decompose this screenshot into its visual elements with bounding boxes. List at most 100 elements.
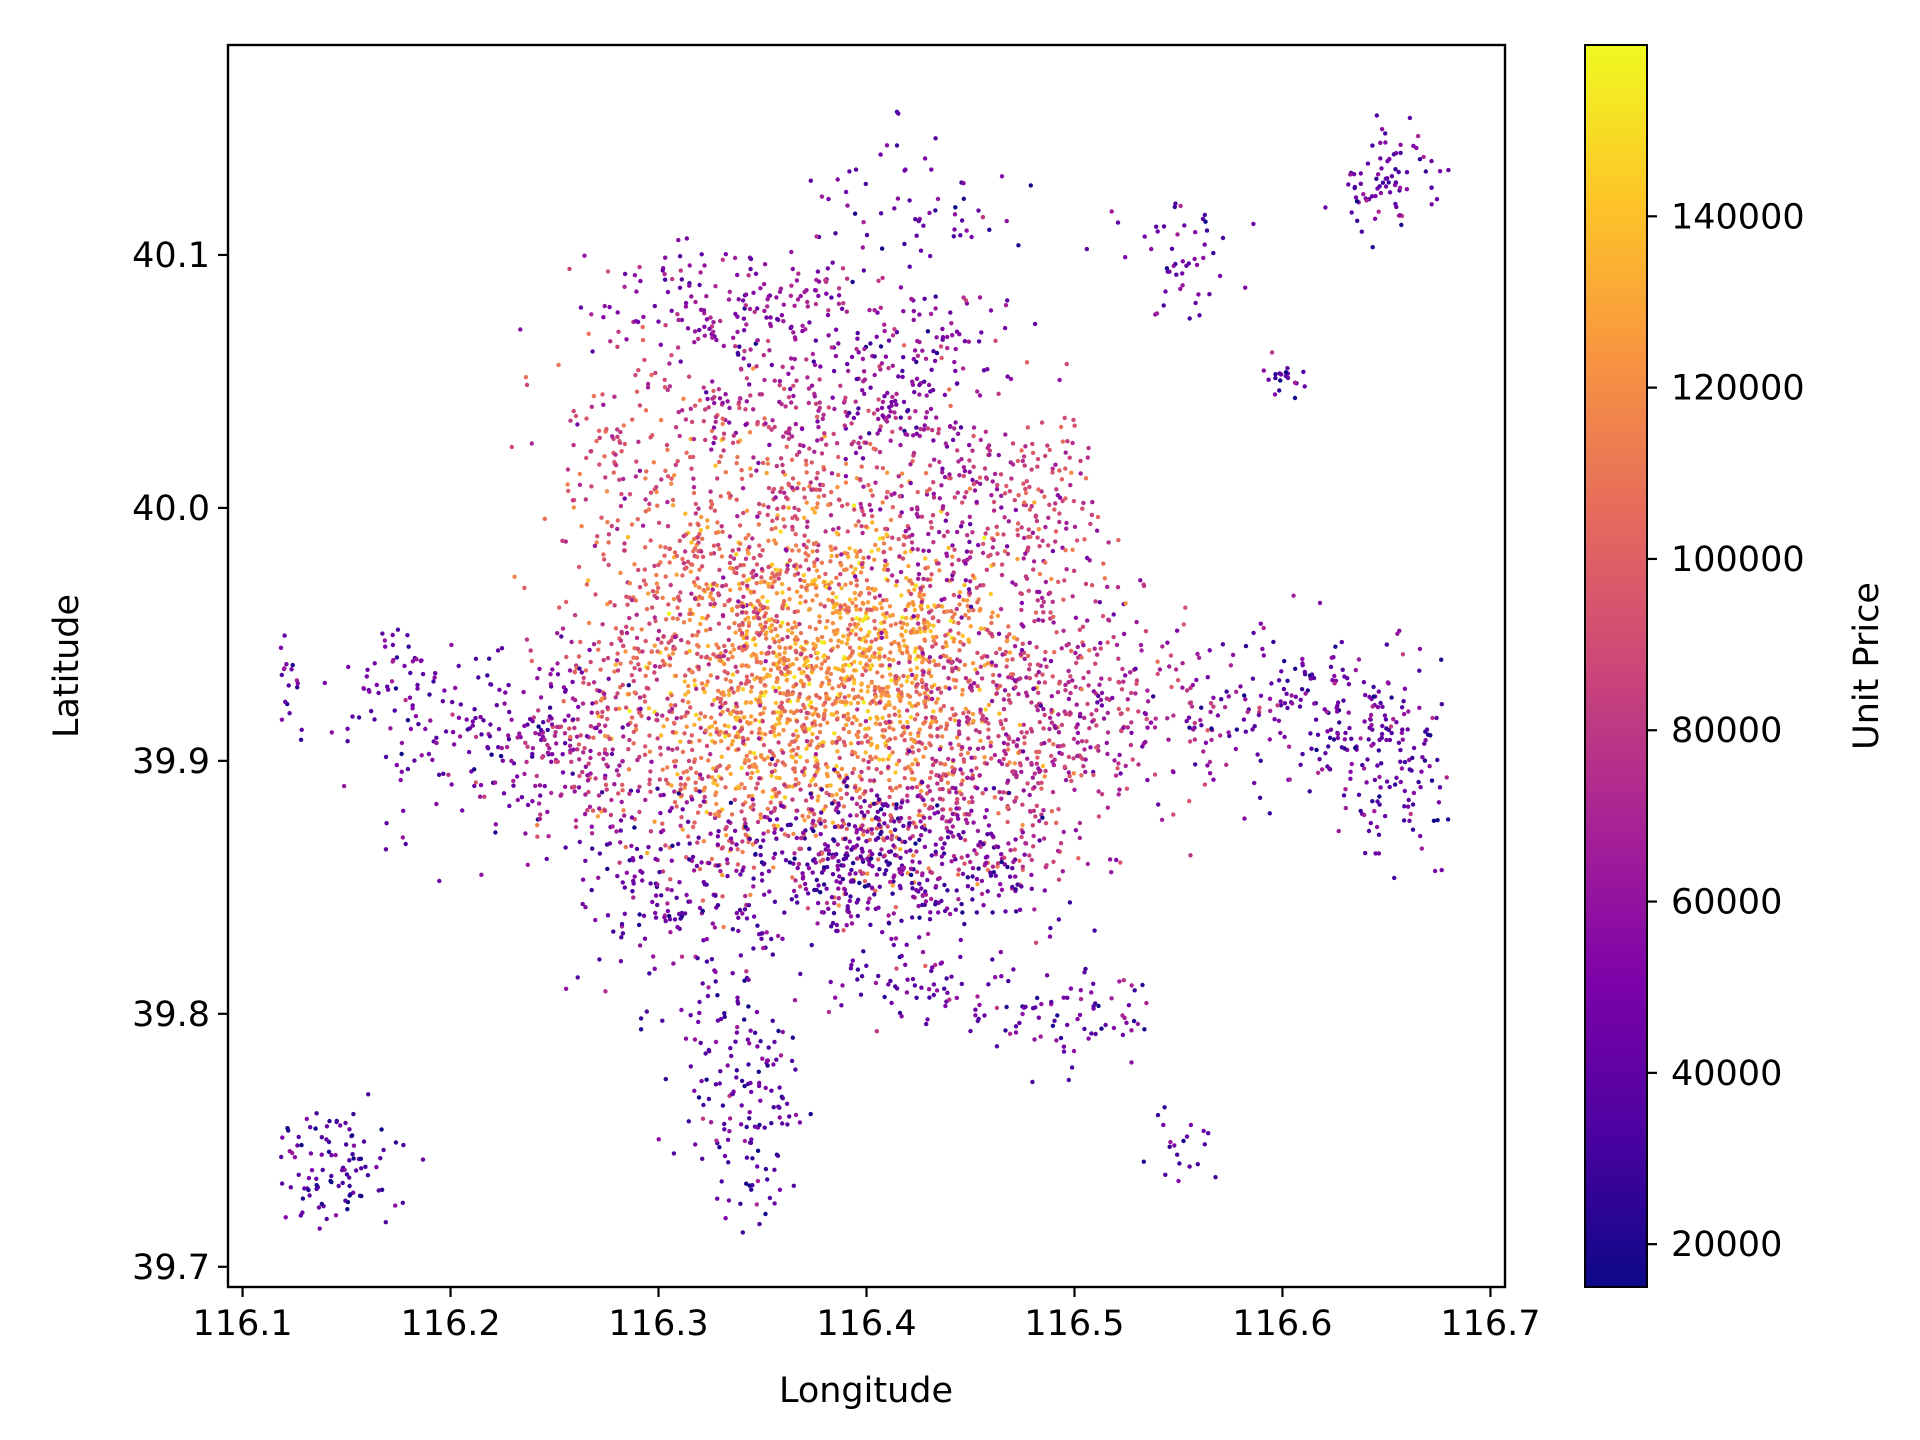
scatter-point [892, 410, 897, 415]
scatter-point [658, 745, 663, 750]
scatter-point [745, 583, 750, 588]
scatter-point [637, 809, 642, 815]
scatter-point [922, 423, 927, 428]
scatter-point [957, 590, 963, 595]
scatter-point [631, 858, 636, 863]
scatter-point [728, 836, 734, 841]
scatter-point [794, 650, 799, 655]
scatter-point [955, 657, 960, 662]
scatter-point [990, 610, 995, 615]
scatter-point [915, 338, 920, 344]
scatter-point [838, 880, 843, 885]
scatter-point [804, 500, 809, 505]
scatter-point [772, 574, 777, 579]
scatter-point [711, 440, 716, 446]
scatter-point [605, 866, 610, 872]
scatter-point [866, 555, 871, 560]
scatter-point [996, 631, 1002, 636]
scatter-point [864, 839, 869, 844]
scatter-point [751, 884, 756, 889]
scatter-point [888, 438, 893, 443]
scatter-point [877, 651, 882, 656]
scatter-point [576, 742, 582, 747]
scatter-point [1050, 789, 1056, 795]
scatter-point [732, 255, 738, 261]
scatter-point [761, 605, 767, 610]
scatter-point [934, 773, 939, 778]
scatter-point [850, 796, 855, 801]
scatter-point [767, 442, 772, 448]
scatter-point [638, 1027, 644, 1032]
scatter-point [919, 677, 925, 683]
scatter-point [858, 854, 863, 859]
scatter-point [765, 605, 770, 611]
scatter-point [948, 476, 953, 481]
scatter-point [1014, 773, 1019, 778]
scatter-point [1024, 576, 1030, 581]
scatter-point [703, 437, 708, 443]
scatter-point [572, 669, 577, 675]
scatter-point [790, 485, 795, 490]
scatter-point [700, 615, 705, 621]
scatter-point [897, 554, 902, 559]
scatter-point [833, 353, 839, 359]
scatter-point [824, 886, 829, 891]
scatter-point [896, 660, 901, 666]
scatter-point [845, 637, 851, 642]
scatter-point [1006, 624, 1011, 629]
scatter-point [714, 730, 719, 735]
scatter-point [887, 604, 893, 609]
scatter-point [576, 564, 582, 570]
scatter-point [825, 312, 831, 318]
scatter-point [1050, 674, 1055, 679]
scatter-point [1099, 703, 1105, 708]
scatter-point [916, 903, 921, 909]
scatter-point [1090, 719, 1095, 724]
scatter-point [945, 835, 951, 840]
scatter-point [680, 556, 685, 562]
scatter-point [1078, 458, 1083, 464]
scatter-point [939, 854, 944, 859]
scatter-point [624, 630, 630, 636]
scatter-point [1050, 466, 1055, 471]
scatter-point [725, 861, 730, 866]
scatter-point [828, 783, 833, 788]
scatter-point [891, 874, 896, 880]
scatter-point [763, 732, 768, 737]
scatter-point [627, 615, 632, 621]
scatter-point [881, 854, 886, 859]
scatter-point [847, 645, 853, 650]
scatter-point [686, 700, 691, 705]
scatter-point [921, 815, 927, 820]
scatter-point [632, 273, 638, 278]
scatter-point [703, 728, 709, 733]
scatter-point [615, 873, 620, 879]
scatter-point [819, 451, 825, 456]
scatter-point [915, 712, 920, 717]
scatter-point [645, 850, 650, 856]
scatter-point [958, 954, 963, 960]
scatter-point [1023, 444, 1028, 449]
scatter-point [700, 776, 705, 781]
scatter-point [563, 599, 569, 605]
scatter-point [586, 681, 591, 687]
scatter-point [609, 751, 615, 757]
scatter-point [1066, 679, 1071, 685]
scatter-point [897, 494, 902, 499]
scatter-point [830, 740, 835, 745]
scatter-point [842, 887, 848, 892]
scatter-point [601, 557, 607, 562]
scatter-point [850, 279, 855, 285]
scatter-point [882, 812, 887, 817]
scatter-point [865, 633, 870, 638]
scatter-point [816, 494, 821, 499]
scatter-point [930, 762, 936, 768]
scatter-point [1026, 588, 1032, 593]
scatter-point [716, 542, 721, 548]
scatter-point [615, 691, 620, 696]
scatter-point [649, 372, 654, 378]
scatter-point [650, 589, 656, 594]
scatter-point [940, 645, 946, 650]
scatter-point [785, 563, 790, 568]
scatter-point [684, 710, 689, 715]
